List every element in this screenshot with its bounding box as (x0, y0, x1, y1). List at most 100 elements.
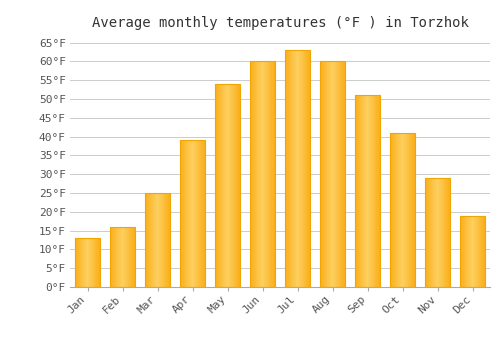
Bar (294, 50, 295, 287)
Bar (447, 178, 448, 287)
Bar (325, 61, 326, 287)
Bar (446, 178, 447, 287)
Bar (369, 95, 370, 287)
Bar (476, 216, 477, 287)
Bar (222, 84, 223, 287)
Bar (336, 61, 337, 287)
Bar (129, 227, 130, 287)
Bar (320, 61, 321, 287)
Bar (80, 238, 81, 287)
Bar (285, 50, 310, 287)
Bar (154, 193, 155, 287)
Bar (358, 95, 360, 287)
Bar (192, 140, 193, 287)
Bar (92, 238, 93, 287)
Bar (195, 140, 196, 287)
Bar (78, 238, 80, 287)
Bar (159, 193, 160, 287)
Bar (82, 238, 83, 287)
Bar (376, 95, 377, 287)
Bar (96, 238, 97, 287)
Bar (270, 61, 272, 287)
Bar (158, 193, 159, 287)
Bar (272, 61, 273, 287)
Bar (378, 95, 379, 287)
Bar (334, 61, 335, 287)
Bar (356, 95, 357, 287)
Bar (184, 140, 185, 287)
Bar (186, 140, 187, 287)
Bar (405, 133, 406, 287)
Bar (413, 133, 414, 287)
Bar (299, 50, 300, 287)
Bar (250, 61, 251, 287)
Bar (194, 140, 195, 287)
Bar (238, 84, 239, 287)
Bar (403, 133, 404, 287)
Bar (297, 50, 298, 287)
Bar (304, 50, 305, 287)
Bar (235, 84, 236, 287)
Bar (198, 140, 199, 287)
Bar (127, 227, 128, 287)
Bar (146, 193, 147, 287)
Bar (215, 84, 240, 287)
Bar (335, 61, 336, 287)
Bar (126, 227, 127, 287)
Bar (392, 133, 393, 287)
Bar (182, 140, 183, 287)
Bar (261, 61, 262, 287)
Bar (448, 178, 449, 287)
Bar (395, 133, 396, 287)
Bar (368, 95, 369, 287)
Bar (414, 133, 415, 287)
Bar (193, 140, 194, 287)
Bar (148, 193, 150, 287)
Bar (308, 50, 309, 287)
Bar (404, 133, 405, 287)
Bar (363, 95, 364, 287)
Bar (89, 238, 90, 287)
Bar (331, 61, 332, 287)
Bar (434, 178, 435, 287)
Bar (287, 50, 288, 287)
Bar (339, 61, 340, 287)
Bar (145, 193, 170, 287)
Bar (430, 178, 431, 287)
Bar (274, 61, 275, 287)
Bar (286, 50, 287, 287)
Bar (343, 61, 344, 287)
Bar (260, 61, 261, 287)
Bar (296, 50, 297, 287)
Bar (85, 238, 86, 287)
Bar (361, 95, 362, 287)
Bar (436, 178, 437, 287)
Title: Average monthly temperatures (°F ) in Torzhok: Average monthly temperatures (°F ) in To… (92, 16, 468, 30)
Bar (366, 95, 367, 287)
Bar (332, 61, 333, 287)
Bar (408, 133, 409, 287)
Bar (432, 178, 433, 287)
Bar (229, 84, 230, 287)
Bar (300, 50, 302, 287)
Bar (84, 238, 85, 287)
Bar (199, 140, 200, 287)
Bar (333, 61, 334, 287)
Bar (93, 238, 94, 287)
Bar (115, 227, 116, 287)
Bar (478, 216, 479, 287)
Bar (111, 227, 112, 287)
Bar (398, 133, 400, 287)
Bar (152, 193, 153, 287)
Bar (254, 61, 255, 287)
Bar (255, 61, 256, 287)
Bar (364, 95, 365, 287)
Bar (307, 50, 308, 287)
Bar (181, 140, 182, 287)
Bar (326, 61, 327, 287)
Bar (77, 238, 78, 287)
Bar (232, 84, 233, 287)
Bar (120, 227, 121, 287)
Bar (372, 95, 373, 287)
Bar (230, 84, 232, 287)
